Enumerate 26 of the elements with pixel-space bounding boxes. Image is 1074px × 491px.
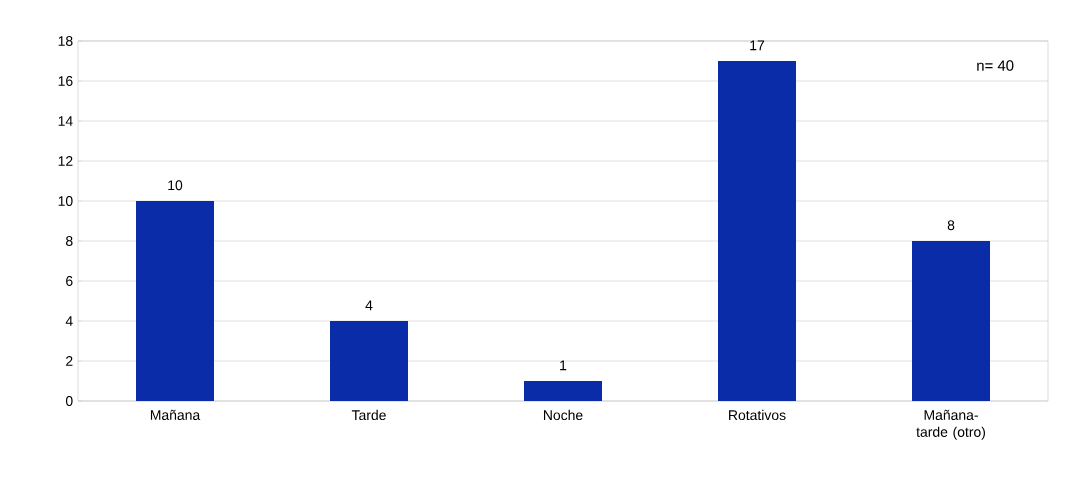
- x-tick-label: Tarde: [351, 409, 386, 421]
- y-tick-label: 10: [58, 196, 73, 206]
- y-tick-label: 16: [58, 76, 73, 86]
- data-label: 4: [365, 300, 373, 311]
- y-tick-label: 14: [58, 116, 73, 126]
- x-tick-label: Mañana-tarde (otro): [916, 409, 986, 440]
- bar: [718, 61, 797, 401]
- x-tick-label: Mañana: [150, 409, 201, 420]
- y-tick-label: 6: [66, 276, 73, 286]
- x-tick-label: Rotativos: [729, 409, 786, 421]
- data-label: 1: [560, 360, 567, 371]
- y-tick-label: 12: [58, 156, 73, 166]
- y-tick-label: 8: [66, 236, 73, 246]
- data-label: 17: [750, 40, 765, 51]
- bar: [136, 201, 214, 401]
- y-tick-label: 4: [65, 316, 73, 326]
- annotation: n= 40: [977, 60, 1014, 71]
- y-tick-label: 2: [66, 356, 73, 366]
- bar: [330, 321, 408, 401]
- bar: [524, 381, 602, 401]
- y-tick-label: 18: [58, 36, 73, 46]
- y-tick-label: 0: [65, 396, 73, 406]
- data-label: 8: [947, 220, 955, 231]
- x-tick-label: Noche: [543, 409, 583, 421]
- data-label: 10: [168, 180, 183, 191]
- bar: [912, 241, 991, 401]
